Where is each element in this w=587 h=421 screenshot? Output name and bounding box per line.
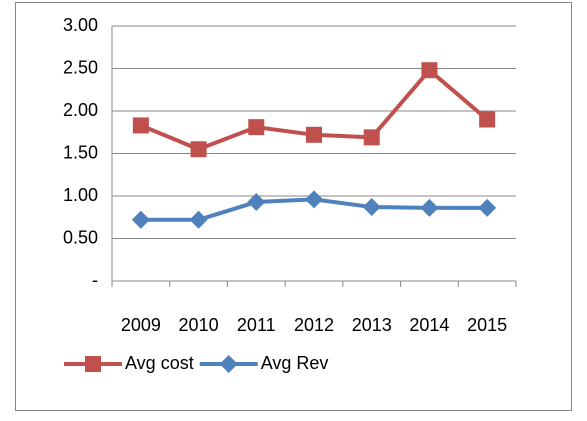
data-point [478,198,497,217]
data-point [132,117,149,134]
y-tick-label: 0.50 [63,227,98,247]
x-tick-label: 2009 [121,315,161,335]
x-tick-label: 2011 [237,315,276,335]
legend-label: Avg Rev [261,353,329,373]
data-point [189,210,208,229]
x-tick-label: 2014 [409,315,449,335]
data-point [190,141,207,158]
data-point [131,210,150,229]
y-tick-label: 2.50 [63,57,98,77]
data-point [420,198,439,217]
y-tick-label: 1.00 [63,185,98,205]
data-point [247,192,266,211]
legend-marker [219,355,238,373]
y-tick-label: 2.00 [63,100,98,120]
x-tick-label: 2013 [352,315,392,335]
legend-label: Avg cost [125,353,194,373]
y-tick-label: 1.50 [63,142,98,162]
data-point [363,129,380,146]
data-point [306,126,322,143]
x-tick-label: 2010 [179,315,219,335]
data-point [362,198,381,217]
x-tick-label: 2012 [294,315,334,335]
y-tick-label: - [92,270,98,290]
x-tick-label: 2015 [467,315,507,335]
y-tick-label: 3.00 [63,15,98,35]
data-point [248,119,265,136]
legend-marker [85,356,101,372]
data-point [479,111,496,128]
data-point [421,62,438,79]
data-point [305,190,323,209]
